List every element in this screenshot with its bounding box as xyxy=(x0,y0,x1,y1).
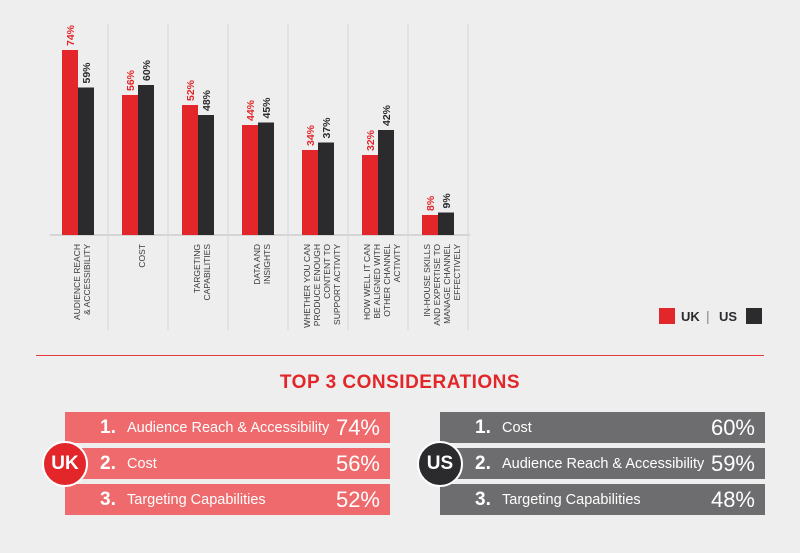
rank-number: 3. xyxy=(475,488,491,510)
category-label: COST xyxy=(137,244,147,268)
data-label-us: 42% xyxy=(381,104,393,126)
bar-chart: 74% 59% AUDIENCE REACH & ACCESSIBILITY 56% 60… xyxy=(50,24,762,330)
data-label-us: 9% xyxy=(441,193,453,209)
item-percent: 52% xyxy=(335,486,380,512)
item-percent: 56% xyxy=(335,450,380,476)
item-label: Cost xyxy=(502,419,532,436)
category-label: CONTENT TO xyxy=(322,244,332,299)
data-label-uk: 44% xyxy=(245,99,257,121)
item-percent: 59% xyxy=(710,450,755,476)
data-label-uk: 32% xyxy=(365,129,377,151)
bar-uk xyxy=(302,150,318,235)
rank-number: 2. xyxy=(475,452,491,474)
bar-uk xyxy=(62,50,78,235)
category-label: EFFECTIVELY xyxy=(452,244,462,301)
rank-number: 1. xyxy=(100,416,116,438)
data-label-uk: 8% xyxy=(425,195,437,211)
data-label-us: 45% xyxy=(261,97,273,119)
category-label: INSIGHTS xyxy=(262,244,272,284)
rank-number: 3. xyxy=(100,488,116,510)
category-label: MANAGE CHANNEL xyxy=(442,244,452,324)
bar-uk xyxy=(422,215,438,235)
bar-us xyxy=(378,130,394,235)
bar-us xyxy=(438,212,454,235)
legend-label-us: US xyxy=(719,309,737,324)
category-label: & ACCESSIBILITY xyxy=(82,244,92,315)
item-label: Audience Reach & Accessibility xyxy=(502,455,705,472)
item-label: Targeting Capabilities xyxy=(502,491,641,508)
data-label-us: 59% xyxy=(81,62,93,84)
bar-us xyxy=(198,115,214,235)
category-label: SUPPORT ACTIVITY xyxy=(332,244,342,325)
data-label-uk: 34% xyxy=(305,124,317,146)
uk-item-2: 2. Cost 56% xyxy=(65,448,390,479)
bar-uk xyxy=(242,125,258,235)
item-label: Targeting Capabilities xyxy=(127,491,266,508)
us-item-1: 1. Cost 60% xyxy=(440,412,765,443)
category-label: OTHER CHANNEL xyxy=(382,244,392,317)
bar-us xyxy=(258,122,274,235)
uk-item-3: 3. Targeting Capabilities 52% xyxy=(65,484,390,515)
category-label: DATA AND xyxy=(252,244,262,285)
item-label: Audience Reach & Accessibility xyxy=(127,419,330,436)
uk-badge: UK xyxy=(42,441,88,487)
us-top3-panel: 1. Cost 60% 2. Audience Reach & Accessib… xyxy=(440,412,765,515)
section-divider xyxy=(36,355,764,356)
legend-swatch-uk xyxy=(659,308,675,324)
category-label: AUDIENCE REACH xyxy=(72,244,82,320)
data-label-us: 48% xyxy=(201,89,213,111)
bar-us xyxy=(78,87,94,235)
data-label-uk: 74% xyxy=(65,24,77,46)
bar-us xyxy=(318,142,334,235)
data-label-us: 37% xyxy=(321,117,333,139)
item-percent: 60% xyxy=(710,414,755,440)
category-label: BE ALIGNED WITH xyxy=(372,244,382,319)
us-item-3: 3. Targeting Capabilities 48% xyxy=(440,484,765,515)
section-title: TOP 3 CONSIDERATIONS xyxy=(279,372,521,393)
bar-uk xyxy=(122,95,138,235)
item-label: Cost xyxy=(127,455,157,472)
category-label: HOW WELL IT CAN xyxy=(362,244,372,320)
data-label-us: 60% xyxy=(141,59,153,81)
bar-uk xyxy=(182,105,198,235)
bar-us xyxy=(138,85,154,235)
legend-swatch-us xyxy=(746,308,762,324)
category-label: CAPABILITIES xyxy=(202,244,212,301)
data-label-uk: 56% xyxy=(125,69,137,91)
legend-separator: | xyxy=(706,308,710,324)
item-percent: 74% xyxy=(335,414,380,440)
data-label-uk: 52% xyxy=(185,79,197,101)
category-label: WHETHER YOU CAN xyxy=(302,244,312,328)
rank-number: 1. xyxy=(475,416,491,438)
legend-label-uk: UK xyxy=(681,309,700,324)
bar-uk xyxy=(362,155,378,235)
rank-number: 2. xyxy=(100,452,116,474)
category-label: PRODUCE ENOUGH xyxy=(312,244,322,326)
uk-item-1: 1. Audience Reach & Accessibility 74% xyxy=(65,412,390,443)
us-item-2: 2. Audience Reach & Accessibility 59% xyxy=(440,448,765,479)
us-badge: US xyxy=(417,441,463,487)
category-label: AND EXPERTISE TO xyxy=(432,244,442,326)
category-label: IN-HOUSE SKILLS xyxy=(422,244,432,317)
item-percent: 48% xyxy=(710,486,755,512)
uk-top3-panel: 1. Audience Reach & Accessibility 74% 2.… xyxy=(65,412,390,515)
category-label: TARGETING xyxy=(192,244,202,293)
category-label: ACTIVITY xyxy=(392,244,402,283)
